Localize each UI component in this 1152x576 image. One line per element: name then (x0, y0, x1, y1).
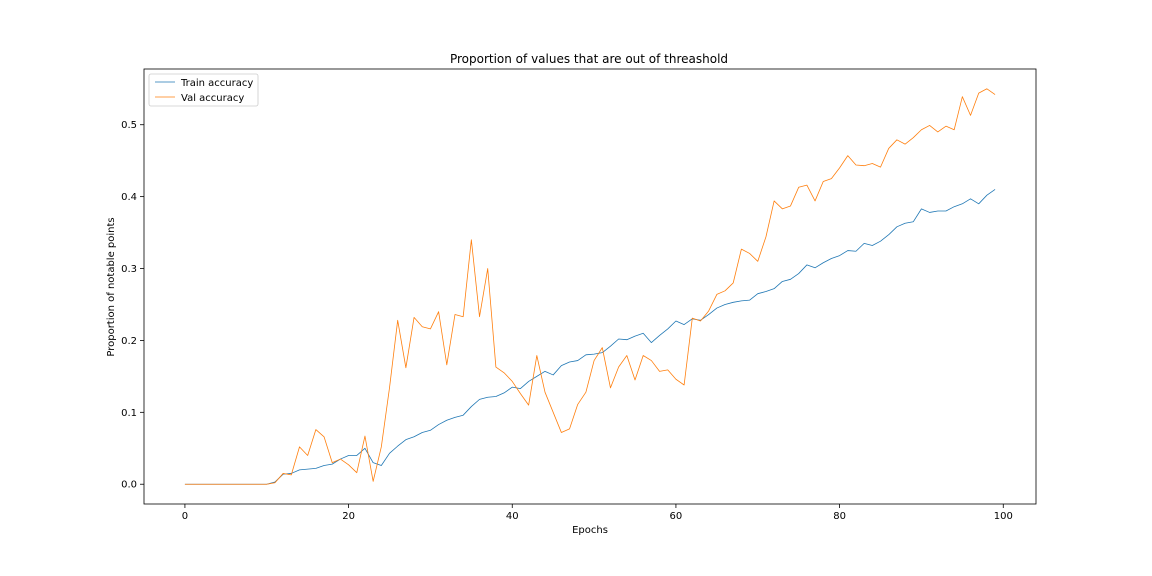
legend-label-val: Val accuracy (181, 93, 244, 104)
x-axis-label: Epochs (572, 525, 608, 536)
x-tick-label: 40 (506, 511, 519, 522)
series-line-val (184, 88, 996, 485)
y-tick-label: 0.3 (121, 264, 137, 275)
series-line-train (184, 189, 996, 485)
x-tick-label: 100 (994, 511, 1013, 522)
x-tick-label: 20 (342, 511, 355, 522)
legend-label-train: Train accuracy (180, 78, 253, 89)
x-axis: 0 20 40 60 80 100 (182, 504, 1013, 522)
y-axis-label: Proportion of notable points (106, 217, 117, 356)
y-tick-label: 0.5 (121, 120, 137, 131)
legend: Train accuracy Val accuracy (148, 73, 259, 107)
y-tick-label: 0.0 (121, 480, 137, 491)
y-tick-label: 0.1 (121, 408, 137, 419)
chart-title: Proportion of values that are out of thr… (450, 52, 728, 66)
y-tick-label: 0.4 (121, 192, 137, 203)
x-tick-label: 60 (670, 511, 683, 522)
x-tick-label: 80 (833, 511, 846, 522)
y-tick-label: 0.2 (121, 336, 137, 347)
y-axis: 0.0 0.1 0.2 0.3 0.4 0.5 (121, 120, 144, 491)
legend-box (148, 73, 259, 107)
x-tick-label: 0 (182, 511, 188, 522)
plot-frame (143, 68, 1037, 505)
series-layer (184, 88, 996, 485)
